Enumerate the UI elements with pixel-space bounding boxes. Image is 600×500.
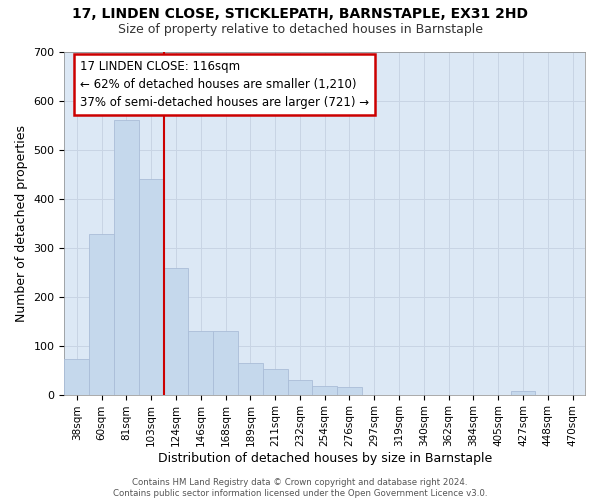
- Bar: [164, 268, 188, 394]
- Text: 17 LINDEN CLOSE: 116sqm
← 62% of detached houses are smaller (1,210)
37% of semi: 17 LINDEN CLOSE: 116sqm ← 62% of detache…: [80, 60, 369, 109]
- Y-axis label: Number of detached properties: Number of detached properties: [15, 124, 28, 322]
- Bar: [213, 331, 238, 394]
- Bar: [511, 391, 535, 394]
- Bar: [64, 360, 89, 394]
- Bar: [263, 368, 287, 394]
- X-axis label: Distribution of detached houses by size in Barnstaple: Distribution of detached houses by size …: [158, 452, 492, 465]
- Bar: [188, 331, 213, 394]
- Bar: [89, 234, 114, 394]
- Bar: [139, 179, 164, 394]
- Text: Size of property relative to detached houses in Barnstaple: Size of property relative to detached ho…: [118, 22, 482, 36]
- Text: Contains HM Land Registry data © Crown copyright and database right 2024.
Contai: Contains HM Land Registry data © Crown c…: [113, 478, 487, 498]
- Text: 17, LINDEN CLOSE, STICKLEPATH, BARNSTAPLE, EX31 2HD: 17, LINDEN CLOSE, STICKLEPATH, BARNSTAPL…: [72, 8, 528, 22]
- Bar: [313, 386, 337, 394]
- Bar: [238, 362, 263, 394]
- Bar: [337, 387, 362, 394]
- Bar: [287, 380, 313, 394]
- Bar: [114, 120, 139, 394]
